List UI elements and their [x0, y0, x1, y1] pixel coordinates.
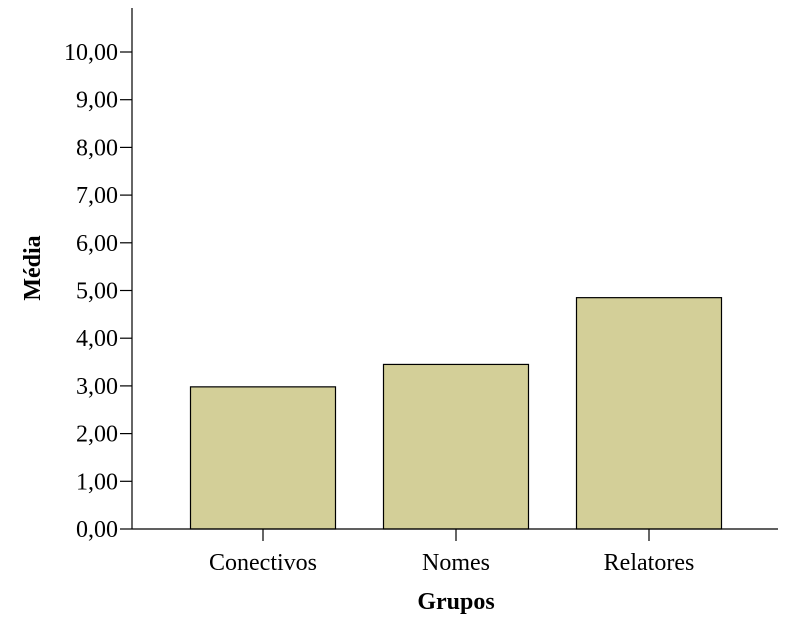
y-tick-label: 3,00 [76, 374, 118, 400]
y-tick-label: 10,00 [64, 40, 118, 66]
y-tick-label: 5,00 [76, 279, 118, 305]
x-tick-label: Conectivos [209, 550, 317, 576]
bar-conectivos [189, 386, 337, 530]
y-tick-label: 7,00 [76, 183, 118, 209]
y-tick-label: 4,00 [76, 326, 118, 352]
bar-relatores [575, 297, 723, 530]
y-tick-label: 0,00 [76, 517, 118, 543]
bar-nomes [382, 363, 530, 530]
y-tick-label: 2,00 [76, 422, 118, 448]
x-tick-label: Nomes [422, 550, 490, 576]
x-tick-label: Relatores [604, 550, 695, 576]
y-ticks-layer: 0,00 1,00 2,00 3,00 4,00 5,00 6,00 7,00 8,00 9,00… [64, 40, 132, 543]
y-tick-label: 6,00 [76, 231, 118, 257]
y-tick-label: 8,00 [76, 135, 118, 161]
y-tick-label: 1,00 [76, 469, 118, 495]
x-ticks-layer: Conectivos Nomes Relatores [209, 529, 694, 576]
bars-layer [189, 297, 723, 530]
y-tick-label: 9,00 [76, 88, 118, 114]
x-axis-title: Grupos [417, 589, 494, 615]
y-axis-title: Média [20, 235, 46, 300]
